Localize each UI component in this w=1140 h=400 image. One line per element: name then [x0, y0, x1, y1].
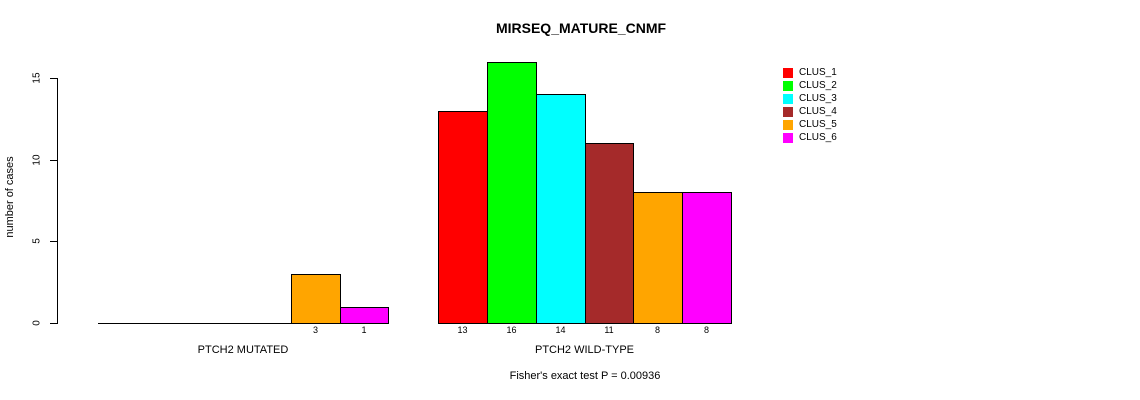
bar-value-label-clus_5-ptch2-mutated: 3	[312, 325, 319, 335]
legend-swatch-clus_4	[783, 106, 793, 117]
y-tick-label-10: 10	[31, 154, 43, 166]
bar-value-label-clus_2-ptch2-wild-type: 16	[506, 325, 517, 335]
zero-bar-clus_4-ptch2-mutated	[243, 323, 292, 324]
chart-title: MIRSEQ_MATURE_CNMF	[495, 20, 667, 36]
legend-swatch-clus_2	[783, 80, 793, 91]
legend-label-clus_4: CLUS_4	[799, 106, 837, 117]
fisher-test-annotation: Fisher's exact test P = 0.00936	[509, 370, 661, 382]
bar-clus_5-ptch2-wild-type	[633, 192, 683, 324]
bar-value-label-clus_6-ptch2-wild-type: 8	[703, 325, 710, 335]
legend-entry-clus_2: CLUS_2	[783, 79, 837, 92]
zero-bar-clus_1-ptch2-mutated	[98, 323, 147, 324]
legend-entry-clus_6: CLUS_6	[783, 131, 837, 144]
bar-clus_3-ptch2-wild-type	[536, 94, 586, 324]
legend-swatch-clus_6	[783, 132, 793, 143]
bar-clus_1-ptch2-wild-type	[438, 111, 488, 324]
y-axis-title: number of cases	[4, 156, 16, 238]
legend-entry-clus_4: CLUS_4	[783, 105, 837, 118]
legend-entry-clus_5: CLUS_5	[783, 118, 837, 131]
legend-label-clus_5: CLUS_5	[799, 119, 837, 130]
bar-clus_6-ptch2-mutated	[340, 307, 389, 324]
y-tick-10	[50, 159, 57, 161]
bar-clus_6-ptch2-wild-type	[682, 192, 732, 324]
legend-swatch-clus_3	[783, 93, 793, 104]
y-tick-15	[50, 78, 57, 79]
group-label-ptch2-mutated: PTCH2 MUTATED	[197, 344, 289, 356]
y-tick-label-15: 15	[31, 72, 43, 84]
zero-bar-clus_2-ptch2-mutated	[146, 323, 196, 324]
bar-value-label-clus_5-ptch2-wild-type: 8	[654, 325, 661, 335]
group-label-ptch2-wild-type: PTCH2 WILD-TYPE	[534, 344, 635, 356]
bar-clus_4-ptch2-wild-type	[585, 143, 634, 324]
bar-clus_2-ptch2-wild-type	[487, 62, 537, 324]
bar-value-label-clus_3-ptch2-wild-type: 14	[555, 325, 566, 335]
y-axis-line	[57, 78, 58, 324]
y-tick-5	[50, 241, 57, 243]
y-tick-0	[50, 323, 57, 324]
y-tick-label-5: 5	[31, 238, 43, 245]
zero-bar-clus_3-ptch2-mutated	[195, 323, 244, 324]
legend-swatch-clus_1	[783, 67, 793, 78]
legend-entry-clus_3: CLUS_3	[783, 92, 837, 105]
bar-value-label-clus_1-ptch2-wild-type: 13	[457, 325, 468, 335]
bar-value-label-clus_6-ptch2-mutated: 1	[361, 325, 367, 335]
bar-value-label-clus_4-ptch2-wild-type: 11	[604, 325, 614, 335]
legend: CLUS_1 CLUS_2 CLUS_3 CLUS_4 CLUS_5 CLUS_6	[783, 66, 837, 144]
legend-entry-clus_1: CLUS_1	[783, 66, 837, 79]
legend-label-clus_3: CLUS_3	[799, 93, 837, 104]
legend-label-clus_6: CLUS_6	[799, 132, 837, 143]
legend-swatch-clus_5	[783, 119, 793, 130]
bar-clus_5-ptch2-mutated	[291, 274, 341, 324]
legend-label-clus_1: CLUS_1	[799, 67, 837, 78]
legend-label-clus_2: CLUS_2	[799, 80, 837, 91]
y-tick-label-0: 0	[31, 320, 43, 326]
